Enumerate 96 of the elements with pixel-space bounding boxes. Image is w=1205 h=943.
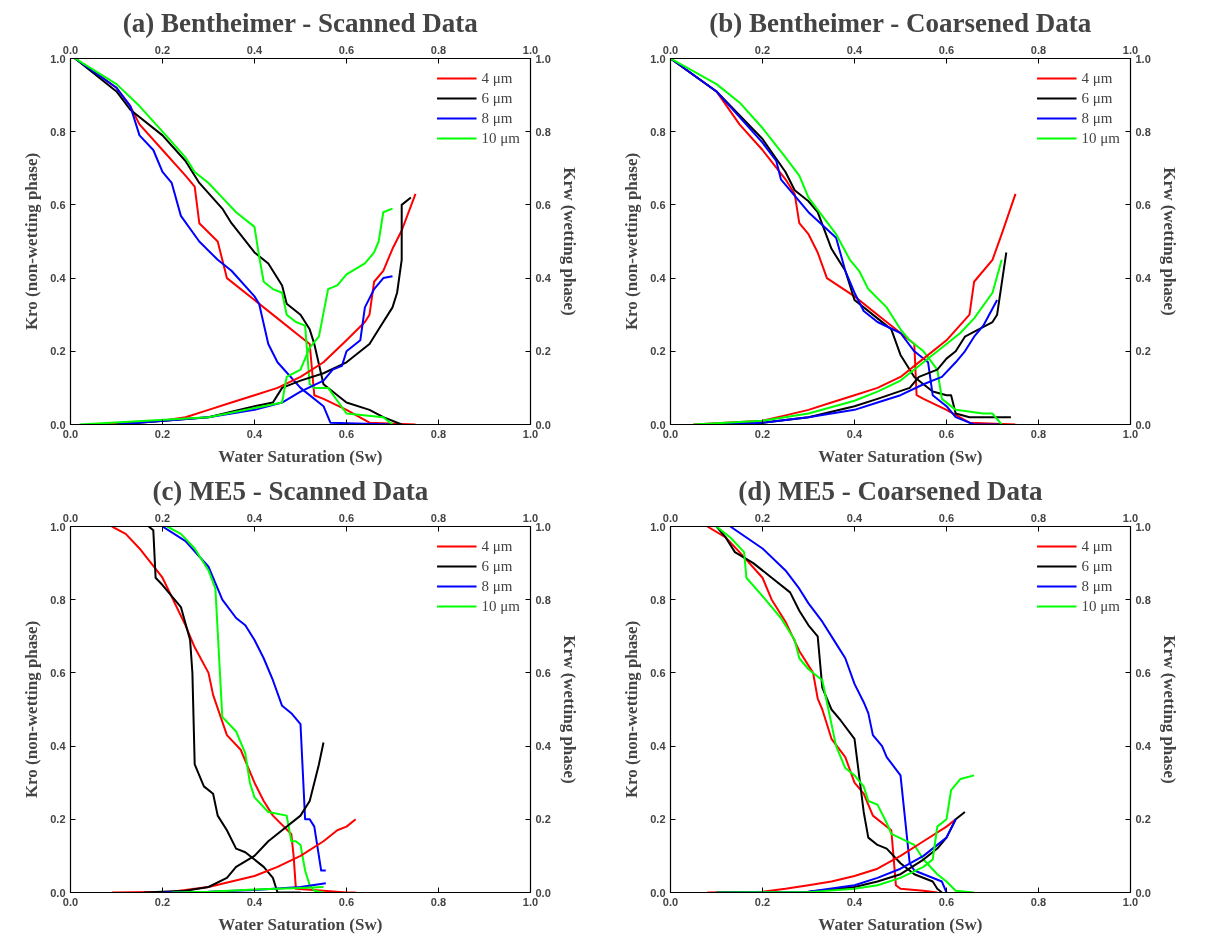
x2-tick-label: 0.6	[938, 427, 955, 440]
y2-tick-label: 0.8	[535, 593, 551, 606]
y2-tick-label: 0.2	[535, 345, 551, 358]
legend-label: 4 μm	[1081, 69, 1113, 87]
chart-title: (a) Bentheimer - Scanned Data	[122, 7, 479, 38]
y-tick-label: 0.4	[50, 272, 67, 285]
x-tick-label: 0.6	[338, 511, 355, 524]
y2-axis-title: Krw (wetting phase)	[559, 635, 579, 784]
legend-label: 6 μm	[481, 557, 513, 575]
legend-label: 4 μm	[481, 537, 513, 555]
y-tick-label: 0.2	[650, 813, 666, 826]
x2-tick-label: 0.4	[846, 895, 864, 908]
y2-axis-title: Krw (wetting phase)	[1159, 167, 1179, 316]
x2-tick-label: 0.4	[246, 895, 264, 908]
y2-tick-label: 0.4	[535, 740, 552, 753]
y-tick-label: 0.6	[650, 666, 666, 679]
x2-tick-label: 0.4	[846, 427, 864, 440]
y-tick-label: 0.6	[50, 666, 66, 679]
x-tick-label: 0.4	[846, 511, 864, 524]
y-tick-label: 0.2	[650, 345, 666, 358]
legend-label: 8 μm	[481, 109, 513, 127]
x2-tick-label: 0.2	[754, 895, 771, 908]
y2-tick-label: 0.8	[535, 125, 551, 138]
x2-tick-label: 0.6	[938, 895, 955, 908]
legend-label: 8 μm	[1081, 109, 1113, 127]
x-tick-label: 0.2	[154, 43, 171, 56]
y-tick-label: 0.4	[50, 740, 67, 753]
legend-label: 10 μm	[481, 129, 520, 147]
x-tick-label: 0.4	[246, 511, 264, 524]
legend-label: 10 μm	[1081, 129, 1120, 147]
chart-title: (d) ME5 - Coarsened Data	[738, 475, 1044, 506]
legend-label: 6 μm	[1081, 89, 1113, 107]
y2-tick-label: 0.8	[1135, 125, 1151, 138]
x-axis-title: Water Saturation (Sw)	[218, 914, 383, 934]
y2-tick-label: 0.4	[535, 272, 552, 285]
x-tick-label: 0.6	[938, 511, 955, 524]
y-tick-label: 0.8	[50, 125, 66, 138]
y2-tick-label: 0.2	[1135, 345, 1151, 358]
legend-label: 8 μm	[481, 577, 513, 595]
x-tick-label: 0.2	[754, 511, 771, 524]
y-tick-label: 0.4	[650, 272, 667, 285]
x-axis-title: Water Saturation (Sw)	[218, 446, 383, 466]
x2-tick-label: 0.2	[754, 427, 771, 440]
x-axis-title: Water Saturation (Sw)	[818, 914, 983, 934]
y-axis-title: Kro (non-wetting phase)	[22, 620, 42, 799]
y2-tick-label: 0.8	[1135, 593, 1151, 606]
x-tick-label: 0.8	[1030, 511, 1047, 524]
x2-tick-label: 0.8	[1030, 427, 1047, 440]
x-tick-label: 0.6	[938, 43, 955, 56]
y2-tick-label: 0.6	[535, 198, 551, 211]
legend-label: 4 μm	[481, 69, 513, 87]
x2-tick-label: 0.4	[246, 427, 264, 440]
y-tick-label: 0.6	[50, 198, 66, 211]
y2-tick-label: 0.6	[535, 666, 551, 679]
x-tick-label: 0.8	[1030, 43, 1047, 56]
y-tick-label: 0.4	[650, 740, 667, 753]
legend-label: 10 μm	[1081, 597, 1120, 615]
x-axis-title: Water Saturation (Sw)	[818, 446, 983, 466]
y2-tick-label: 0.6	[1135, 198, 1151, 211]
x-tick-label: 0.6	[338, 43, 355, 56]
x-tick-label: 0.2	[754, 43, 771, 56]
y2-tick-label: 0.2	[535, 813, 551, 826]
x-tick-label: 0.8	[430, 511, 447, 524]
y2-tick-label: 0.4	[1135, 740, 1152, 753]
y2-tick-label: 0.4	[1135, 272, 1152, 285]
y2-axis-title: Krw (wetting phase)	[559, 167, 579, 316]
x2-tick-label: 0.6	[338, 427, 355, 440]
legend-label: 10 μm	[481, 597, 520, 615]
y-axis-title: Kro (non-wetting phase)	[622, 620, 642, 799]
chart-title: (c) ME5 - Scanned Data	[152, 475, 429, 506]
x-tick-label: 0.4	[246, 43, 264, 56]
x2-tick-label: 0.8	[430, 427, 447, 440]
y-axis-title: Kro (non-wetting phase)	[22, 152, 42, 331]
x-tick-label: 0.2	[154, 511, 171, 524]
y2-tick-label: 0.6	[1135, 666, 1151, 679]
x2-tick-label: 0.6	[338, 895, 355, 908]
y-tick-label: 0.2	[50, 813, 66, 826]
x-tick-label: 0.8	[430, 43, 447, 56]
x2-tick-label: 0.2	[154, 895, 171, 908]
legend-label: 6 μm	[1081, 557, 1113, 575]
y2-tick-label: 0.2	[1135, 813, 1151, 826]
legend-label: 8 μm	[1081, 577, 1113, 595]
y-tick-label: 0.8	[650, 125, 666, 138]
y-tick-label: 0.8	[650, 593, 666, 606]
x2-tick-label: 0.8	[430, 895, 447, 908]
y2-axis-title: Krw (wetting phase)	[1159, 635, 1179, 784]
y-axis-title: Kro (non-wetting phase)	[622, 152, 642, 331]
y-tick-label: 0.8	[50, 593, 66, 606]
legend-label: 4 μm	[1081, 537, 1113, 555]
chart-title: (b) Bentheimer - Coarsened Data	[709, 7, 1092, 38]
x2-tick-label: 0.2	[154, 427, 171, 440]
y-tick-label: 0.2	[50, 345, 66, 358]
x2-tick-label: 0.8	[1030, 895, 1047, 908]
legend-label: 6 μm	[481, 89, 513, 107]
x-tick-label: 0.4	[846, 43, 864, 56]
y-tick-label: 0.6	[650, 198, 666, 211]
